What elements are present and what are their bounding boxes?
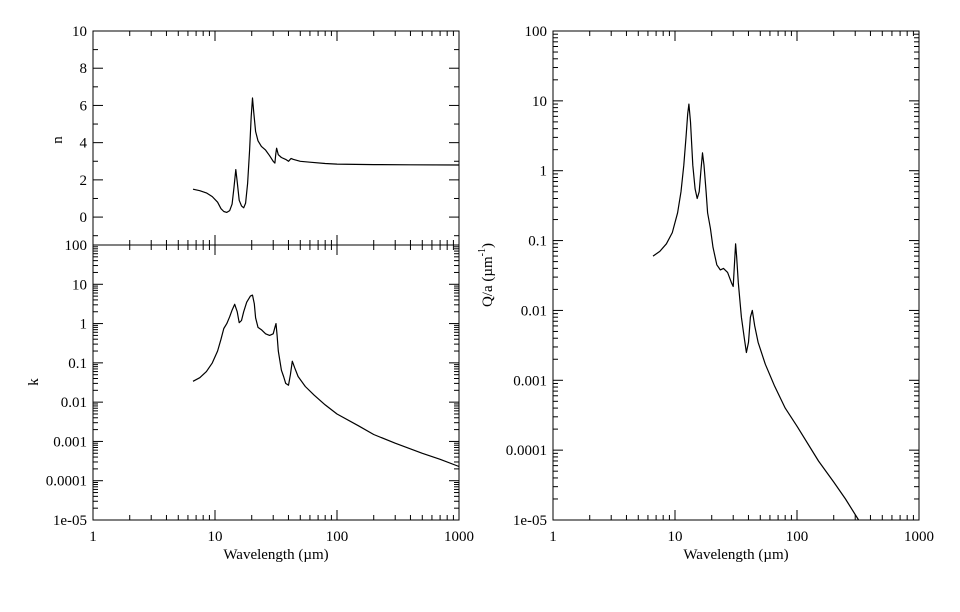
k-panel-ylabel: k <box>26 378 42 386</box>
k-panel-ytick-label: 10 <box>72 277 87 293</box>
k-panel-xtick-label: 10 <box>208 529 223 545</box>
q-panel-xlabel: Wavelength (µm) <box>683 547 788 563</box>
q-panel-ytick-label: 1 <box>540 164 548 180</box>
k-panel-ytick-label: 1 <box>80 317 88 333</box>
n-panel-ytick-label: 8 <box>80 61 88 77</box>
q-panel-ylabel-close: ) <box>480 243 496 248</box>
q-panel-ytick-label: 0.001 <box>513 373 547 389</box>
q-panel-xtick-label: 1 <box>549 529 557 545</box>
q-panel-series-line <box>652 103 860 521</box>
k-panel-frame <box>92 244 460 521</box>
k-panel-ytick-label: 100 <box>65 238 88 254</box>
k-panel-ytick-label: 1e-05 <box>53 513 87 529</box>
n-panel-ytick-label: 10 <box>72 24 87 40</box>
q-panel-ytick-label: 10 <box>532 94 547 110</box>
q-panel-frame <box>552 30 920 521</box>
k-panel-xtick-label: 100 <box>326 529 349 545</box>
k-panel-ytick-label: 0.0001 <box>46 474 87 490</box>
q-panel-ytick-label: 100 <box>525 24 548 40</box>
q-panel-xtick-label: 10 <box>668 529 683 545</box>
k-panel-xtick-label: 1 <box>89 529 97 545</box>
q-panel-xtick-label: 100 <box>786 529 809 545</box>
k-panel: 1e-05 0.0001 0.001 0.01 0.1 1 10 100 1 10 100 1000 <box>46 238 474 545</box>
q-panel: 1e-05 0.0001 0.001 0.01 0.1 1 10 100 1 10 100 1000 <box>506 24 934 545</box>
q-panel-xtick-label: 1000 <box>904 529 934 545</box>
n-panel-ytick-label: 4 <box>80 136 88 152</box>
k-panel-ytick-label: 0.01 <box>61 395 87 411</box>
k-panel-ytick-label: 0.001 <box>53 434 87 450</box>
k-panel-ytick-label: 0.1 <box>68 356 87 372</box>
k-panel-xtick-label: 1000 <box>444 529 474 545</box>
svg-text:Q/a (µm-1): Q/a (µm-1) <box>477 243 496 307</box>
n-panel-ytick-label: 0 <box>80 210 88 226</box>
k-panel-series-line <box>192 294 460 468</box>
q-panel-ytick-label: 0.01 <box>521 303 547 319</box>
q-panel-ylabel-sup: -1 <box>477 248 488 256</box>
n-panel-ytick-label: 6 <box>80 98 88 114</box>
q-panel-ytick-label: 0.1 <box>528 234 547 250</box>
k-panel-xlabel: Wavelength (µm) <box>223 547 328 563</box>
n-panel-series-line <box>192 97 460 213</box>
q-panel-ylabel-main: Q/a (µm <box>480 256 496 307</box>
q-panel-ytick-label: 0.0001 <box>506 443 547 459</box>
q-panel-ytick-label: 1e-05 <box>513 513 547 529</box>
q-panel-ylabel: Q/a (µm-1) <box>477 243 496 307</box>
n-panel-ylabel: n <box>50 136 66 144</box>
n-panel-ytick-label: 2 <box>80 173 88 189</box>
